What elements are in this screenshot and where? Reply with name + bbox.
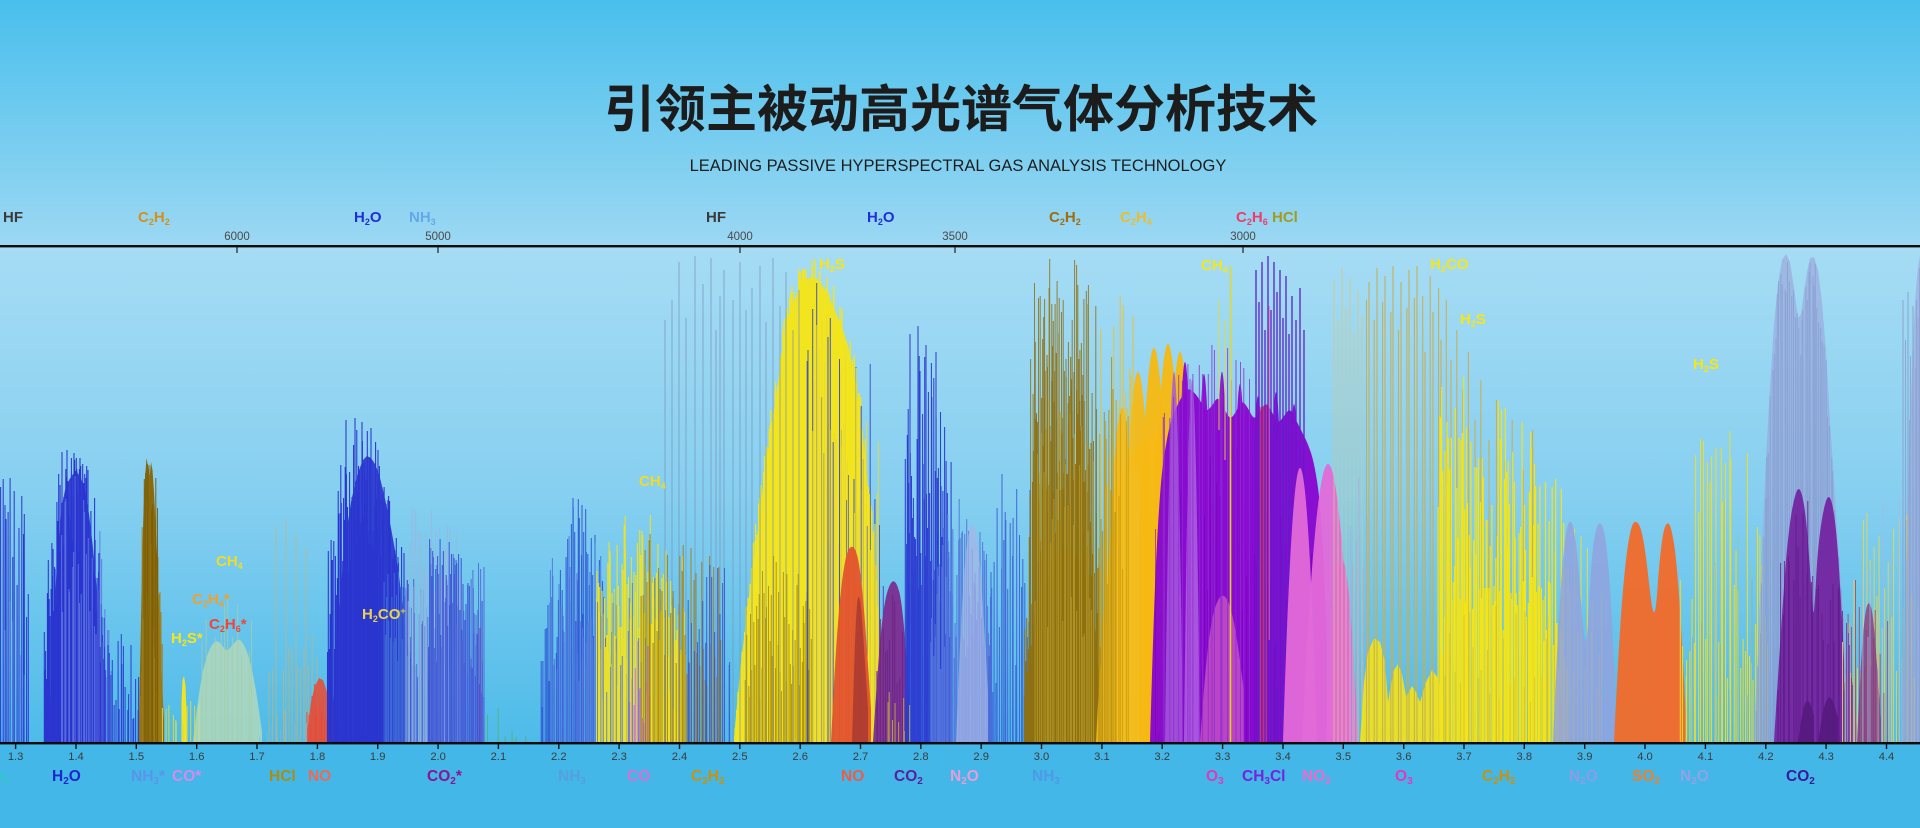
svg-text:4.2: 4.2 [1758, 751, 1774, 763]
svg-text:LEADING PASSIVE HYPERSPECTRAL: LEADING PASSIVE HYPERSPECTRAL GAS ANALYS… [690, 157, 1227, 175]
svg-text:C2​H4​*: C2​H4​* [192, 591, 230, 609]
svg-text:H2​O: H2​O [867, 209, 895, 227]
svg-text:1.6: 1.6 [189, 751, 205, 763]
svg-text:C2​H4​: C2​H4​ [1120, 209, 1152, 227]
svg-text:H2​CO: H2​CO [1430, 256, 1469, 274]
svg-text:4.0: 4.0 [1637, 751, 1653, 763]
svg-text:CO: CO [627, 768, 650, 785]
svg-text:NH3​*: NH3​* [131, 768, 166, 787]
svg-text:2.4: 2.4 [672, 751, 688, 763]
svg-text:2.8: 2.8 [913, 751, 929, 763]
svg-text:3.1: 3.1 [1094, 751, 1110, 763]
svg-text:O3​: O3​ [1206, 768, 1224, 787]
svg-text:H2​S: H2​S [819, 256, 845, 274]
svg-text:HF: HF [3, 209, 23, 226]
svg-text:C2​H2​: C2​H2​ [1482, 768, 1516, 787]
svg-text:3.2: 3.2 [1154, 751, 1170, 763]
svg-text:2.3: 2.3 [611, 751, 627, 763]
svg-text:1.9: 1.9 [370, 751, 386, 763]
svg-text:H2​O: H2​O [52, 768, 81, 787]
svg-text:1.4: 1.4 [68, 751, 84, 763]
svg-text:H2​S*: H2​S* [171, 630, 203, 648]
svg-text:4.3: 4.3 [1818, 751, 1834, 763]
svg-text:3.9: 3.9 [1577, 751, 1593, 763]
svg-text:1.5: 1.5 [129, 751, 145, 763]
svg-text:3.7: 3.7 [1456, 751, 1472, 763]
svg-text:CO2​: CO2​ [1786, 768, 1815, 787]
svg-text:O2​: O2​ [0, 768, 9, 786]
svg-text:3.3: 3.3 [1215, 751, 1231, 763]
svg-text:CO*: CO* [172, 768, 202, 785]
svg-text:2.2: 2.2 [551, 751, 567, 763]
svg-text:C2​H2​: C2​H2​ [138, 209, 170, 227]
svg-text:H2​S: H2​S [1460, 311, 1486, 329]
svg-text:CO2​: CO2​ [894, 768, 923, 787]
svg-text:CH4​: CH4​ [216, 553, 243, 571]
svg-text:6000: 6000 [224, 231, 250, 243]
svg-text:3.5: 3.5 [1336, 751, 1352, 763]
svg-text:4000: 4000 [727, 231, 753, 243]
svg-text:HCl: HCl [269, 768, 296, 785]
svg-text:H2​S: H2​S [1693, 356, 1719, 374]
svg-text:C2​H6​: C2​H6​ [1236, 209, 1268, 227]
svg-text:SO2​: SO2​ [1632, 768, 1660, 787]
svg-text:3.8: 3.8 [1517, 751, 1533, 763]
svg-text:3.4: 3.4 [1275, 751, 1291, 763]
svg-text:4.4: 4.4 [1879, 751, 1895, 763]
svg-text:CO2​*: CO2​* [427, 768, 463, 787]
svg-text:C2​H2​: C2​H2​ [691, 768, 725, 787]
svg-text:C2​H6​*: C2​H6​* [209, 616, 247, 634]
svg-text:NO: NO [841, 768, 864, 785]
svg-text:HF: HF [706, 209, 726, 226]
svg-text:3.6: 3.6 [1396, 751, 1412, 763]
svg-text:N2​O: N2​O [950, 768, 979, 787]
svg-text:1.3: 1.3 [8, 751, 24, 763]
svg-text:2.0: 2.0 [430, 751, 446, 763]
svg-text:HCl: HCl [1272, 209, 1298, 226]
svg-text:CH3​Cl: CH3​Cl [1242, 768, 1285, 787]
svg-text:3000: 3000 [1230, 231, 1256, 243]
svg-text:NH3​: NH3​ [558, 768, 586, 787]
svg-text:3500: 3500 [942, 231, 968, 243]
svg-text:3.0: 3.0 [1034, 751, 1050, 763]
svg-text:O3​: O3​ [1395, 768, 1413, 787]
svg-text:CH4​: CH4​ [1201, 257, 1228, 275]
svg-text:2.1: 2.1 [491, 751, 507, 763]
svg-text:C2​H2​: C2​H2​ [1049, 209, 1081, 227]
svg-text:H2​O: H2​O [354, 209, 382, 227]
svg-text:NO: NO [308, 768, 331, 785]
svg-text:4.1: 4.1 [1698, 751, 1714, 763]
svg-text:5000: 5000 [425, 231, 451, 243]
svg-text:NH3​: NH3​ [1032, 768, 1060, 787]
svg-text:H2​CO+​: H2​CO+​ [362, 606, 406, 624]
svg-text:1.8: 1.8 [310, 751, 326, 763]
svg-text:2.9: 2.9 [973, 751, 989, 763]
svg-text:NO2​: NO2​ [1302, 768, 1331, 787]
svg-text:1.7: 1.7 [249, 751, 265, 763]
svg-text:N2​O: N2​O [1680, 768, 1709, 787]
svg-text:2.6: 2.6 [792, 751, 808, 763]
svg-text:NH3​: NH3​ [409, 209, 436, 227]
svg-text:2.7: 2.7 [853, 751, 869, 763]
svg-text:2.5: 2.5 [732, 751, 748, 763]
svg-text:CH4​: CH4​ [639, 473, 666, 491]
svg-text:N2​O: N2​O [1569, 768, 1598, 787]
